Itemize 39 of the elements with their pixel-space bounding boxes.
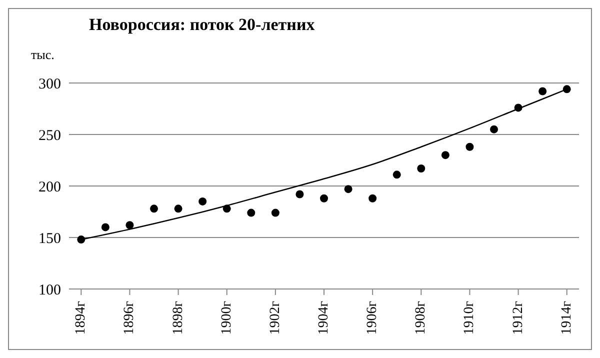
y-tick-label: 200 [38, 179, 61, 196]
point [77, 236, 86, 244]
x-tick-label: 1902г [268, 300, 283, 335]
point [514, 104, 522, 112]
y-tick-label: 150 [38, 230, 61, 247]
y-tick-label: 250 [38, 128, 61, 144]
x-tick-label: 1894г [74, 300, 89, 335]
x-tick-label: 1912г [510, 300, 526, 335]
point [344, 185, 352, 194]
chart-title: Новороссия: поток 20-летних [89, 15, 315, 35]
x-tick-label: 1898г [170, 300, 186, 335]
point [368, 194, 377, 202]
x-tick-label: 1908г [414, 300, 429, 335]
point [417, 164, 426, 172]
point [538, 87, 547, 96]
y-axis-title: тыс. [31, 47, 54, 63]
point [150, 204, 158, 213]
point [320, 194, 328, 202]
x-tick-label: 1900г [219, 300, 234, 335]
point [198, 197, 207, 206]
point [222, 204, 231, 213]
point [490, 125, 498, 134]
y-tick-label: 300 [38, 76, 61, 92]
point [271, 208, 280, 217]
point [174, 204, 182, 213]
point [296, 190, 304, 198]
point [247, 208, 256, 217]
x-tick-label: 1914г [559, 300, 574, 335]
x-tick-label: 1896г [122, 300, 138, 335]
point [562, 85, 571, 94]
x-tick-label: 1906г [365, 300, 380, 335]
point [441, 151, 450, 160]
point [392, 170, 401, 179]
x-tick-label: 1904г [316, 300, 332, 335]
point [126, 221, 134, 230]
point [101, 223, 110, 232]
x-tick-label: 1910г [462, 300, 478, 335]
point [466, 142, 474, 151]
y-tick-label: 100 [38, 282, 61, 298]
